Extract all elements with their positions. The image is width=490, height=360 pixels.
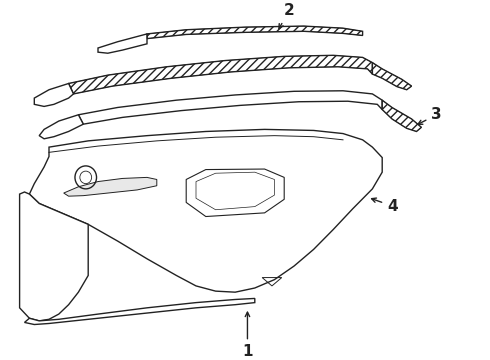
Text: 2: 2 <box>279 3 294 28</box>
Text: 1: 1 <box>242 312 253 359</box>
Polygon shape <box>39 115 83 139</box>
Polygon shape <box>78 91 382 124</box>
Polygon shape <box>196 172 274 210</box>
Polygon shape <box>69 55 372 94</box>
Polygon shape <box>382 100 421 131</box>
Polygon shape <box>372 63 412 90</box>
Polygon shape <box>20 192 88 321</box>
Polygon shape <box>186 169 284 216</box>
Polygon shape <box>98 34 147 53</box>
Polygon shape <box>34 84 74 107</box>
Polygon shape <box>24 298 255 324</box>
Polygon shape <box>147 26 363 39</box>
Polygon shape <box>64 177 157 196</box>
Text: 3: 3 <box>418 107 442 124</box>
Text: 4: 4 <box>371 198 398 213</box>
Polygon shape <box>29 129 382 292</box>
